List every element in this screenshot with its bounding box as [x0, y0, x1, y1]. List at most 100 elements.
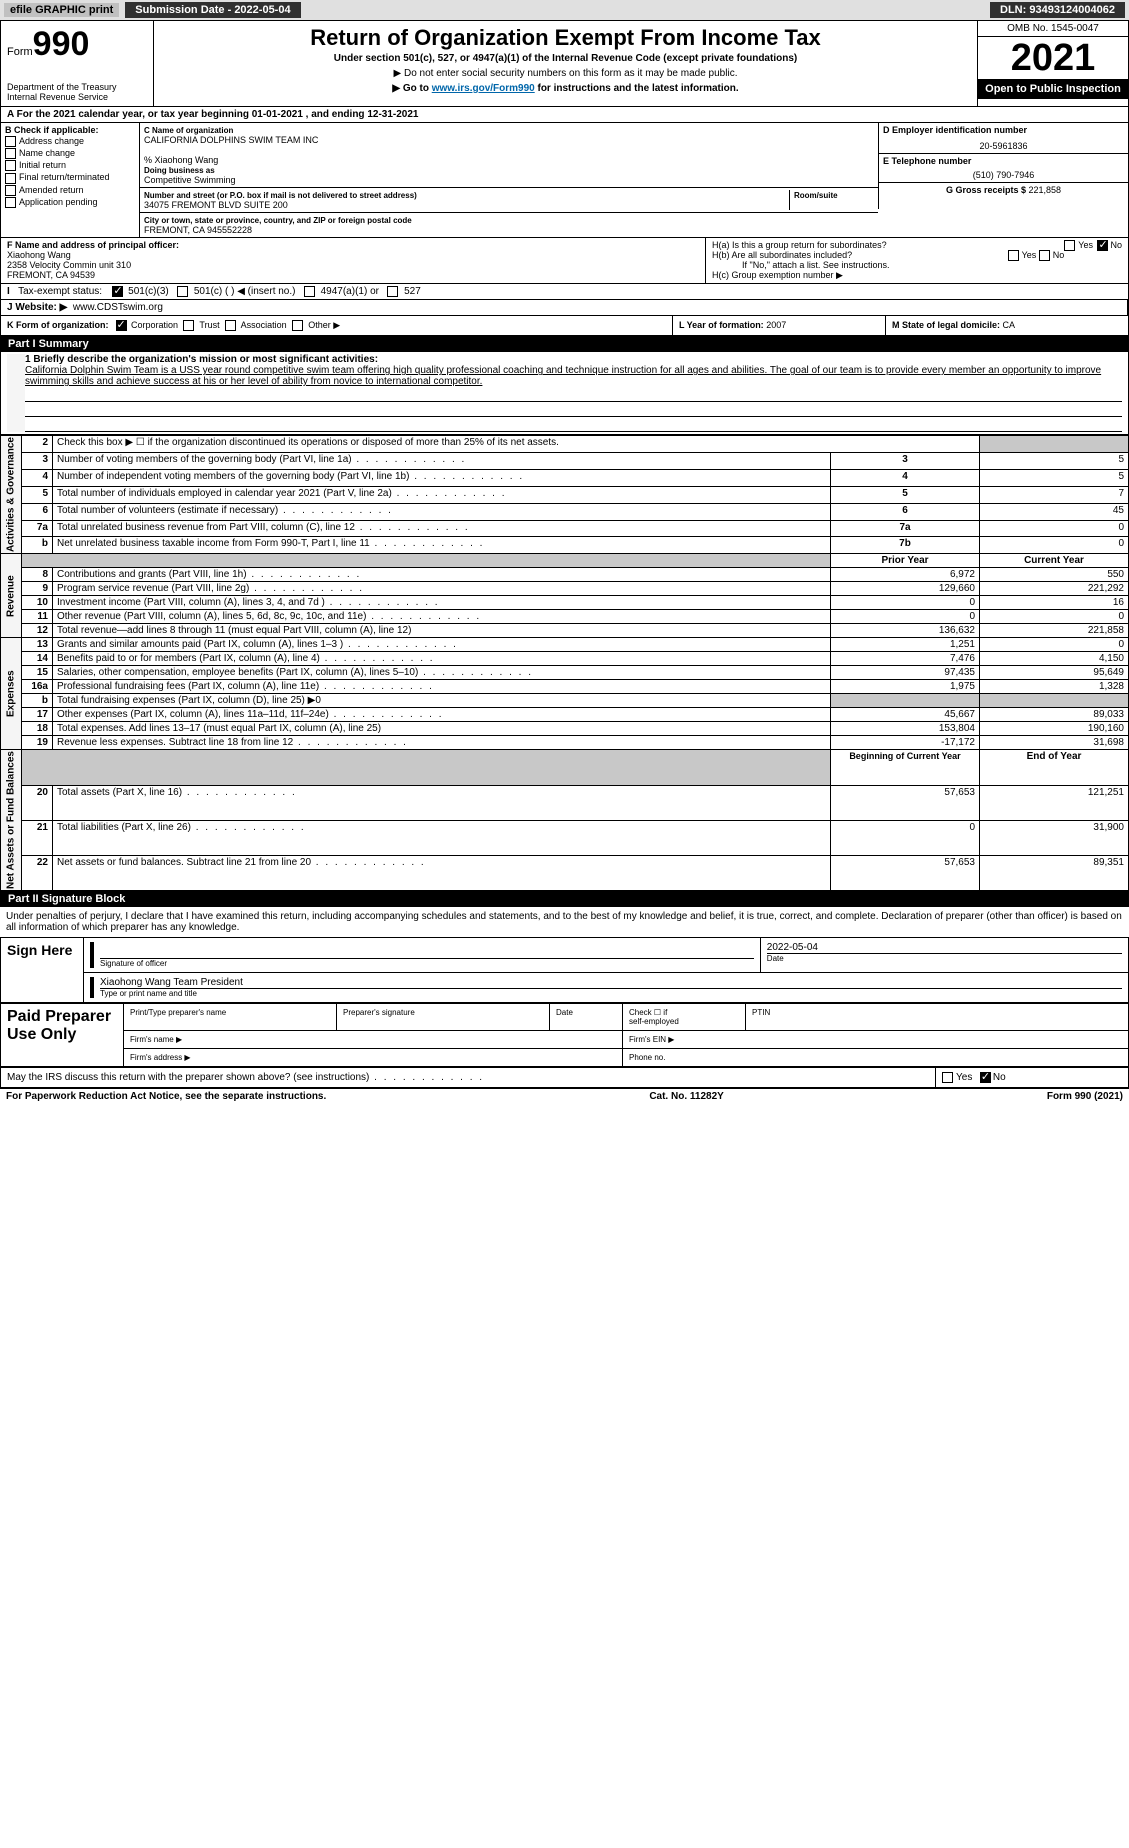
street-label: Number and street (or P.O. box if mail i… — [144, 191, 417, 200]
col-b-checkboxes: B Check if applicable: Address change Na… — [1, 123, 140, 237]
firm-phone[interactable]: Phone no. — [623, 1049, 1129, 1067]
r3-b: 3 — [831, 453, 980, 470]
org-name-label: C Name of organization — [144, 126, 233, 135]
chk-assoc[interactable] — [225, 320, 236, 331]
r19-py: -17,172 — [831, 736, 980, 750]
r16a-n: 16a — [22, 680, 53, 694]
selfemp-a: Check ☐ if — [629, 1008, 667, 1017]
firm-ein[interactable]: Firm's EIN ▶ — [623, 1031, 1129, 1049]
r21-cy: 31,900 — [980, 820, 1129, 855]
r19-cy: 31,698 — [980, 736, 1129, 750]
dba-value: Competitive Swimming — [144, 175, 236, 185]
sig-name-cell: Xiaohong Wang Team President Type or pri… — [84, 973, 1129, 1003]
header-eoy: End of Year — [980, 750, 1129, 785]
footer-right: Form 990 (2021) — [1047, 1091, 1123, 1102]
col-de: D Employer identification number 20-5961… — [878, 123, 1128, 237]
chk-initial[interactable]: Initial return — [5, 160, 135, 171]
summary-table: Activities & Governance 2 Check this box… — [0, 435, 1129, 891]
r7a-d: Total unrelated business revenue from Pa… — [53, 520, 831, 537]
prep-name[interactable]: Print/Type preparer's name — [124, 1004, 337, 1031]
r22-py: 57,653 — [831, 856, 980, 891]
block-i: I Tax-exempt status: 501(c)(3) 501(c) ( … — [0, 284, 1129, 300]
h-a-yesno[interactable]: Yes No — [1064, 240, 1122, 251]
chk-trust[interactable] — [183, 320, 194, 331]
irs-link[interactable]: www.irs.gov/Form990 — [432, 83, 535, 94]
chk-amended[interactable]: Amended return — [5, 185, 135, 196]
chk-address[interactable]: Address change — [5, 136, 135, 147]
r12-py: 136,632 — [831, 624, 980, 638]
r6-v: 45 — [980, 503, 1129, 520]
chk-pending[interactable]: Application pending — [5, 197, 135, 208]
chk-final[interactable]: Final return/terminated — [5, 172, 135, 183]
chk-527[interactable] — [387, 286, 398, 297]
sig-officer-cell[interactable]: Signature of officer — [84, 938, 761, 973]
r8-py: 6,972 — [831, 568, 980, 582]
website-block: J Website: ▶ www.CDSTswim.org — [1, 300, 1128, 315]
row2-shade — [980, 436, 1129, 453]
r4-n: 4 — [22, 469, 53, 486]
officer-addr1: 2358 Velocity Commin unit 310 — [7, 260, 131, 270]
chk-name-label: Name change — [19, 148, 75, 158]
firm-addr[interactable]: Firm's address ▶ — [124, 1049, 623, 1067]
chk-4947[interactable] — [304, 286, 315, 297]
efile-label: efile GRAPHIC print — [4, 3, 119, 17]
sign-here-side: Sign Here — [1, 938, 84, 1003]
prep-sig[interactable]: Preparer's signature — [337, 1004, 550, 1031]
sig-name-label: Type or print name and title — [100, 988, 1122, 998]
r11-py: 0 — [831, 610, 980, 624]
chk-corp[interactable] — [116, 320, 127, 331]
opt-assoc: Association — [241, 320, 287, 330]
rev-head-blank — [22, 554, 831, 568]
r9-n: 9 — [22, 582, 53, 596]
dept-irs: Internal Revenue Service — [7, 92, 147, 102]
r16a-cy: 1,328 — [980, 680, 1129, 694]
r4-b: 4 — [831, 469, 980, 486]
blank-line-1 — [25, 389, 1122, 402]
r11-n: 11 — [22, 610, 53, 624]
sig-intro: Under penalties of perjury, I declare th… — [0, 907, 1129, 937]
dba-label: Doing business as — [144, 166, 215, 175]
r14-cy: 4,150 — [980, 652, 1129, 666]
m-value: CA — [1003, 320, 1016, 330]
sig-date: 2022-05-04 — [767, 942, 1122, 953]
r15-py: 97,435 — [831, 666, 980, 680]
form-990-big: 990 — [33, 25, 90, 63]
prep-ptin[interactable]: PTIN — [746, 1004, 1129, 1031]
chk-initial-label: Initial return — [19, 160, 66, 170]
prep-selfemp[interactable]: Check ☐ if self-employed — [623, 1004, 746, 1031]
r12-d: Total revenue—add lines 8 through 11 (mu… — [53, 624, 831, 638]
note2-pre: ▶ Go to — [392, 83, 431, 94]
care-of: % Xiaohong Wang — [144, 155, 218, 165]
submission-date[interactable]: Submission Date - 2022-05-04 — [125, 2, 300, 18]
r7b-n: b — [22, 537, 53, 554]
r4-v: 5 — [980, 469, 1129, 486]
chk-name[interactable]: Name change — [5, 148, 135, 159]
website-value: www.CDSTswim.org — [73, 302, 163, 313]
r3-d: Number of voting members of the governin… — [53, 453, 831, 470]
org-name-block: C Name of organization CALIFORNIA DOLPHI… — [140, 123, 878, 188]
sig-name: Xiaohong Wang Team President — [100, 977, 1122, 988]
r22-cy: 89,351 — [980, 856, 1129, 891]
r15-cy: 95,649 — [980, 666, 1129, 680]
officer-name: Xiaohong Wang — [7, 250, 71, 260]
r8-n: 8 — [22, 568, 53, 582]
org-name: CALIFORNIA DOLPHINS SWIM TEAM INC — [144, 135, 318, 145]
r9-cy: 221,292 — [980, 582, 1129, 596]
r20-d: Total assets (Part X, line 16) — [53, 785, 831, 820]
r4-d: Number of independent voting members of … — [53, 469, 831, 486]
r12-n: 12 — [22, 624, 53, 638]
omb-number: OMB No. 1545-0047 — [978, 21, 1128, 37]
r9-d: Program service revenue (Part VIII, line… — [53, 582, 831, 596]
h-b-yesno[interactable]: Yes No — [1008, 250, 1065, 261]
h-b-note: If "No," attach a list. See instructions… — [712, 260, 1122, 270]
firm-name[interactable]: Firm's name ▶ — [124, 1031, 623, 1049]
prep-date[interactable]: Date — [550, 1004, 623, 1031]
sig-officer-label: Signature of officer — [100, 958, 754, 968]
discuss-yesno[interactable]: Yes No — [936, 1068, 1129, 1088]
chk-address-label: Address change — [19, 136, 84, 146]
chk-501c[interactable] — [177, 286, 188, 297]
chk-501c3[interactable] — [112, 286, 123, 297]
chk-other[interactable] — [292, 320, 303, 331]
street-value: 34075 FREMONT BLVD SUITE 200 — [144, 200, 288, 210]
officer-addr2: FREMONT, CA 94539 — [7, 270, 95, 280]
